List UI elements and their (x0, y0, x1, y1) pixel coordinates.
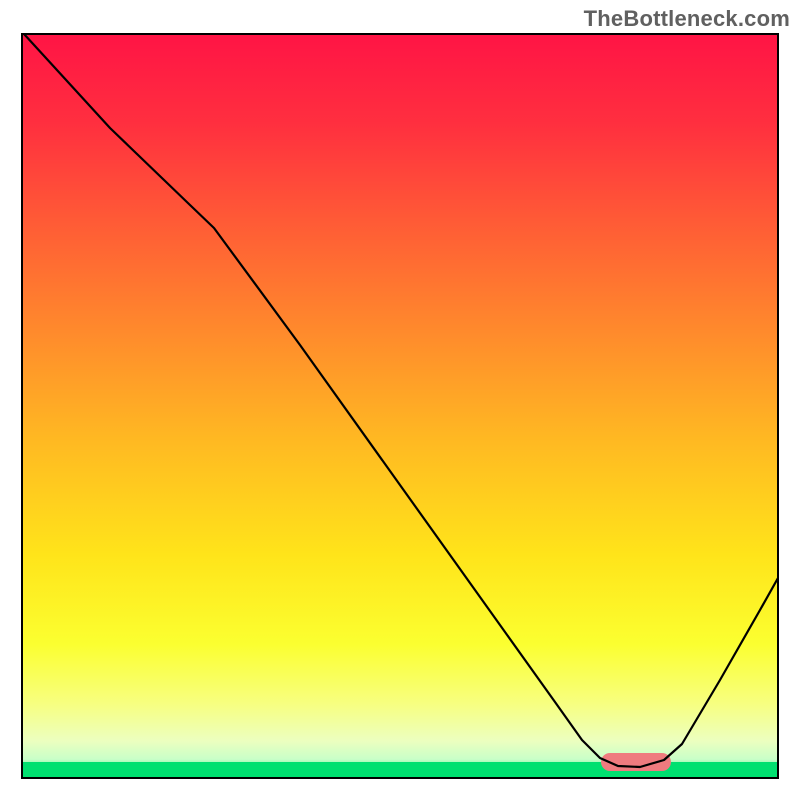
plot-area (22, 34, 778, 778)
plot-background (22, 34, 778, 778)
chart-stage: TheBottleneck.com (0, 0, 800, 800)
watermark-text: TheBottleneck.com (584, 6, 790, 32)
bottleneck-chart (0, 0, 800, 800)
